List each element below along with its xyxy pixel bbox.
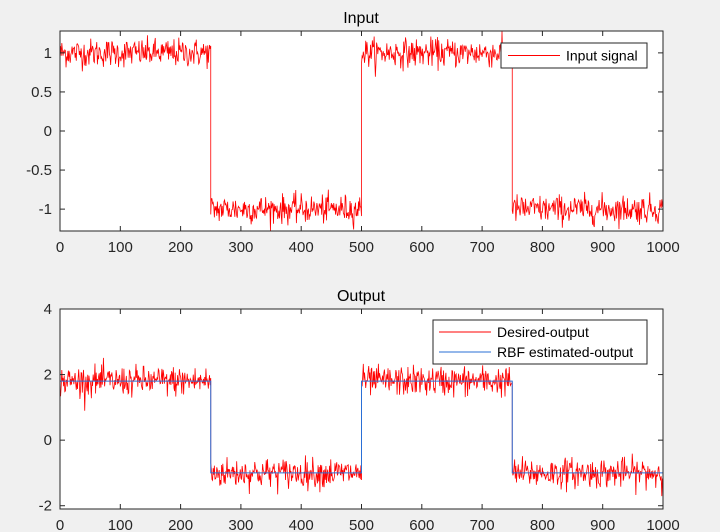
output-x-axis: 0 100 200 300 400 500 600 700 800 900 1000 (56, 309, 680, 532)
output-ytick-label: -2 (39, 498, 52, 515)
input-traces (59, 30, 664, 232)
output-traces (59, 357, 664, 497)
output-ytick-label: 2 (44, 367, 52, 384)
output-legend-box (432, 319, 648, 365)
output-xtick-label: 1000 (646, 517, 679, 532)
output-series-line-2 (60, 380, 663, 474)
input-ytick-label: 0 (44, 123, 52, 140)
output-legend-label-desired: Desired-output (497, 324, 589, 340)
input-ytick-label: -0.5 (26, 162, 52, 179)
input-xtick-label: 300 (228, 239, 253, 256)
input-xtick-label: 600 (409, 239, 434, 256)
input-xtick-label: 200 (168, 239, 193, 256)
output-xtick-label: 800 (530, 517, 555, 532)
output-xtick-label: 300 (228, 517, 253, 532)
output-xtick-label: 600 (409, 517, 434, 532)
output-title: Output (337, 288, 386, 305)
input-xtick-label: 900 (590, 239, 615, 256)
input-legend-label: Input signal (566, 48, 638, 64)
input-xtick-label: 100 (108, 239, 133, 256)
input-xtick-label: 500 (349, 239, 374, 256)
input-ytick-label: 1 (44, 45, 52, 62)
input-xtick-label: 1000 (646, 239, 679, 256)
output-xtick-label: 400 (289, 517, 314, 532)
output-legend: Desired-output RBF estimated-output (432, 319, 648, 365)
input-xtick-label: 400 (289, 239, 314, 256)
input-ytick-label: -1 (39, 201, 52, 218)
input-legend: Input signal (500, 42, 648, 69)
output-xtick-label: 500 (349, 517, 374, 532)
input-title: Input (343, 10, 379, 27)
output-xtick-label: 200 (168, 517, 193, 532)
output-legend-label-rbf: RBF estimated-output (497, 344, 633, 360)
output-ytick-label: 0 (44, 432, 52, 449)
input-y-axis: 1 0.5 0 -0.5 -1 (26, 45, 663, 218)
input-series-line-1 (59, 30, 664, 232)
input-xtick-label: 800 (530, 239, 555, 256)
input-x-axis: 0 100 200 300 400 500 600 700 800 900 1000 (56, 31, 680, 256)
input-xtick-label: 0 (56, 239, 64, 256)
input-subplot: Input 0 100 200 300 400 500 600 700 800 900 1000 1… (26, 10, 680, 256)
output-ytick-label: 4 (44, 301, 52, 318)
input-xtick-label: 700 (470, 239, 495, 256)
output-subplot: Output 0 100 200 300 400 500 600 700 800 900 1000 … (39, 288, 680, 532)
output-xtick-label: 900 (590, 517, 615, 532)
output-xtick-label: 0 (56, 517, 64, 532)
output-xtick-label: 700 (470, 517, 495, 532)
output-xtick-label: 100 (108, 517, 133, 532)
input-ytick-label: 0.5 (31, 84, 52, 101)
output-y-axis: 4 2 0 -2 (39, 301, 663, 515)
